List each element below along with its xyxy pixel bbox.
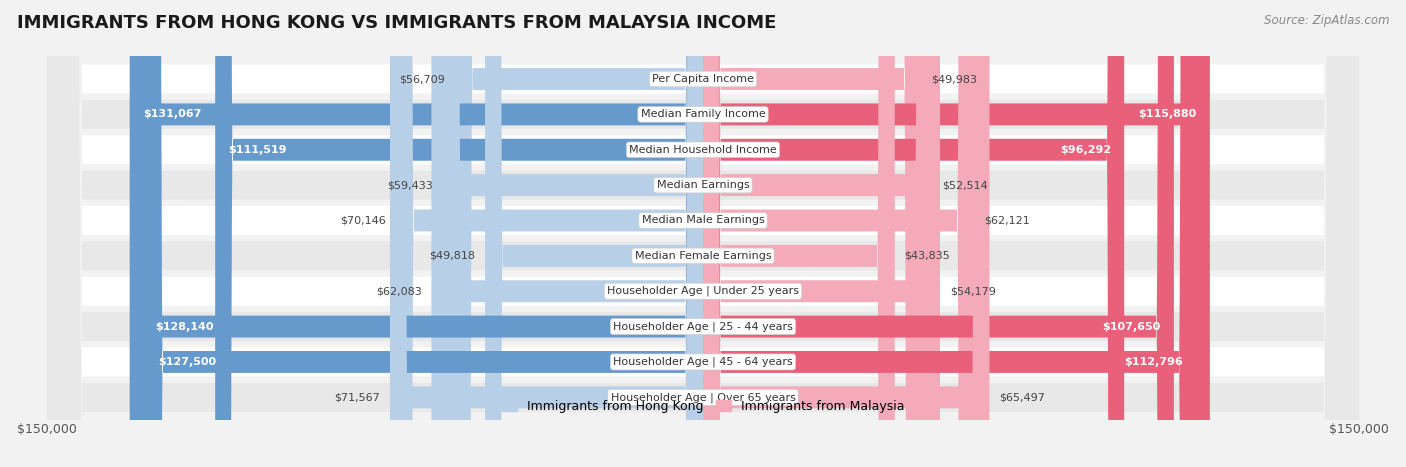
FancyBboxPatch shape xyxy=(703,0,1174,467)
Text: Median Family Income: Median Family Income xyxy=(641,109,765,120)
Text: Median Male Earnings: Median Male Earnings xyxy=(641,215,765,226)
Text: $112,796: $112,796 xyxy=(1125,357,1184,367)
Text: $127,500: $127,500 xyxy=(159,357,217,367)
Text: Per Capita Income: Per Capita Income xyxy=(652,74,754,84)
Text: $128,140: $128,140 xyxy=(156,322,214,332)
Text: Median Household Income: Median Household Income xyxy=(628,145,778,155)
FancyBboxPatch shape xyxy=(485,0,703,467)
FancyBboxPatch shape xyxy=(432,0,703,467)
FancyBboxPatch shape xyxy=(145,0,703,467)
FancyBboxPatch shape xyxy=(46,0,1360,467)
Text: $111,519: $111,519 xyxy=(228,145,287,155)
FancyBboxPatch shape xyxy=(703,0,1125,467)
FancyBboxPatch shape xyxy=(46,0,1360,467)
FancyBboxPatch shape xyxy=(389,0,703,467)
FancyBboxPatch shape xyxy=(703,0,990,467)
Text: Source: ZipAtlas.com: Source: ZipAtlas.com xyxy=(1264,14,1389,27)
Text: IMMIGRANTS FROM HONG KONG VS IMMIGRANTS FROM MALAYSIA INCOME: IMMIGRANTS FROM HONG KONG VS IMMIGRANTS … xyxy=(17,14,776,32)
FancyBboxPatch shape xyxy=(46,0,1360,467)
Text: $62,121: $62,121 xyxy=(984,215,1031,226)
FancyBboxPatch shape xyxy=(142,0,703,467)
FancyBboxPatch shape xyxy=(46,0,1360,467)
Text: Householder Age | Over 65 years: Householder Age | Over 65 years xyxy=(610,392,796,403)
FancyBboxPatch shape xyxy=(46,0,1360,467)
Text: $65,497: $65,497 xyxy=(1000,392,1045,402)
Text: $49,983: $49,983 xyxy=(932,74,977,84)
FancyBboxPatch shape xyxy=(703,0,932,467)
Text: $43,835: $43,835 xyxy=(904,251,950,261)
Text: Median Female Earnings: Median Female Earnings xyxy=(634,251,772,261)
Text: $96,292: $96,292 xyxy=(1060,145,1111,155)
FancyBboxPatch shape xyxy=(129,0,703,467)
Text: Householder Age | 25 - 44 years: Householder Age | 25 - 44 years xyxy=(613,321,793,332)
Text: $49,818: $49,818 xyxy=(429,251,475,261)
FancyBboxPatch shape xyxy=(46,0,1360,467)
FancyBboxPatch shape xyxy=(703,0,974,467)
FancyBboxPatch shape xyxy=(443,0,703,467)
Text: $70,146: $70,146 xyxy=(340,215,387,226)
FancyBboxPatch shape xyxy=(703,0,1211,467)
Text: $131,067: $131,067 xyxy=(143,109,201,120)
Legend: Immigrants from Hong Kong, Immigrants from Malaysia: Immigrants from Hong Kong, Immigrants fr… xyxy=(496,395,910,417)
FancyBboxPatch shape xyxy=(46,0,1360,467)
FancyBboxPatch shape xyxy=(456,0,703,467)
Text: $115,880: $115,880 xyxy=(1139,109,1197,120)
FancyBboxPatch shape xyxy=(703,0,894,467)
FancyBboxPatch shape xyxy=(46,0,1360,467)
Text: $54,179: $54,179 xyxy=(950,286,995,296)
Text: $107,650: $107,650 xyxy=(1102,322,1161,332)
Text: $71,567: $71,567 xyxy=(335,392,380,402)
Text: Median Earnings: Median Earnings xyxy=(657,180,749,190)
Text: $52,514: $52,514 xyxy=(942,180,988,190)
FancyBboxPatch shape xyxy=(46,0,1360,467)
FancyBboxPatch shape xyxy=(46,0,1360,467)
FancyBboxPatch shape xyxy=(396,0,703,467)
Text: $62,083: $62,083 xyxy=(375,286,422,296)
FancyBboxPatch shape xyxy=(703,0,941,467)
FancyBboxPatch shape xyxy=(703,0,1197,467)
Text: Householder Age | Under 25 years: Householder Age | Under 25 years xyxy=(607,286,799,297)
Text: $56,709: $56,709 xyxy=(399,74,446,84)
FancyBboxPatch shape xyxy=(703,0,922,467)
FancyBboxPatch shape xyxy=(215,0,703,467)
Text: Householder Age | 45 - 64 years: Householder Age | 45 - 64 years xyxy=(613,357,793,367)
Text: $59,433: $59,433 xyxy=(388,180,433,190)
